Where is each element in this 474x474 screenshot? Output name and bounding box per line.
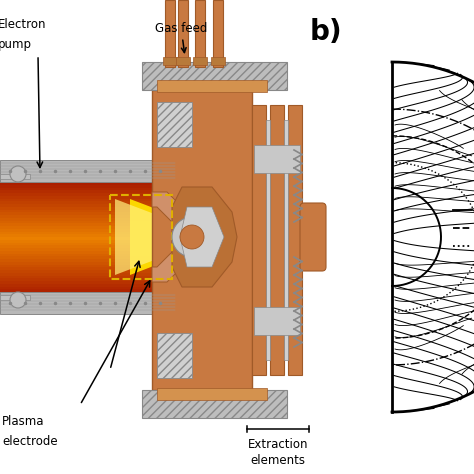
Bar [0,284,175,287]
Bar [157,80,267,92]
Bar [0,243,175,246]
Bar [0,245,175,248]
Polygon shape [172,187,237,287]
Bar [0,259,175,262]
Bar [0,240,175,243]
Polygon shape [180,207,224,267]
Bar [0,174,30,179]
FancyBboxPatch shape [300,203,326,271]
Text: Plasma: Plasma [2,415,45,428]
Bar [0,234,175,237]
Bar [157,388,267,400]
Bar [254,145,300,173]
Text: pump: pump [0,38,32,51]
Bar [0,264,175,268]
Bar [157,333,192,378]
Polygon shape [130,199,172,275]
Text: Gas feed: Gas feed [155,21,207,53]
Bar [0,286,175,290]
Bar [266,120,270,360]
Bar [0,251,175,254]
Bar [0,275,175,279]
Text: Electron: Electron [0,18,46,31]
Bar [157,102,192,147]
Bar [0,196,175,199]
Circle shape [180,225,204,249]
Bar [0,204,175,207]
Bar [0,248,175,251]
Bar [152,90,252,390]
Bar [0,199,175,202]
Bar [0,273,175,276]
Circle shape [10,166,26,182]
Bar [0,226,175,229]
Bar [142,390,287,418]
Text: elements: elements [250,454,306,467]
Bar [288,105,302,375]
Bar [0,160,175,182]
Polygon shape [152,192,187,222]
Bar [0,254,175,257]
Bar [0,207,175,210]
Circle shape [172,217,212,257]
Bar [0,256,175,259]
Bar [0,262,175,265]
Bar [0,295,30,300]
Polygon shape [152,252,187,282]
Bar [165,0,175,67]
Bar [0,188,175,191]
Bar [0,218,175,221]
Bar [252,105,266,375]
Circle shape [10,292,26,308]
Polygon shape [115,199,157,275]
Bar [0,270,175,273]
Bar [0,223,175,227]
Bar [195,0,205,67]
Bar [0,190,175,193]
Bar [0,212,175,216]
Bar [176,57,190,65]
Bar [178,0,188,67]
Text: electrode: electrode [2,435,58,448]
Bar [142,62,287,90]
Bar [0,201,175,204]
Bar [0,210,175,213]
Bar [213,0,223,67]
Bar [0,229,175,232]
Bar [284,120,288,360]
Text: Extraction: Extraction [248,438,308,451]
Bar [211,57,225,65]
Bar [0,281,175,284]
Bar [0,215,175,218]
Bar [0,193,175,196]
Bar [0,267,175,271]
Bar [270,105,284,375]
Bar [0,185,175,188]
Bar [254,307,300,335]
Bar [0,292,175,314]
Bar [110,195,172,279]
Bar [163,57,177,65]
Bar [0,278,175,282]
Bar [0,220,175,224]
Text: b): b) [310,18,343,46]
Bar [0,231,175,235]
Bar [0,289,175,292]
Bar [0,237,175,240]
Bar [0,182,175,185]
Bar [193,57,207,65]
